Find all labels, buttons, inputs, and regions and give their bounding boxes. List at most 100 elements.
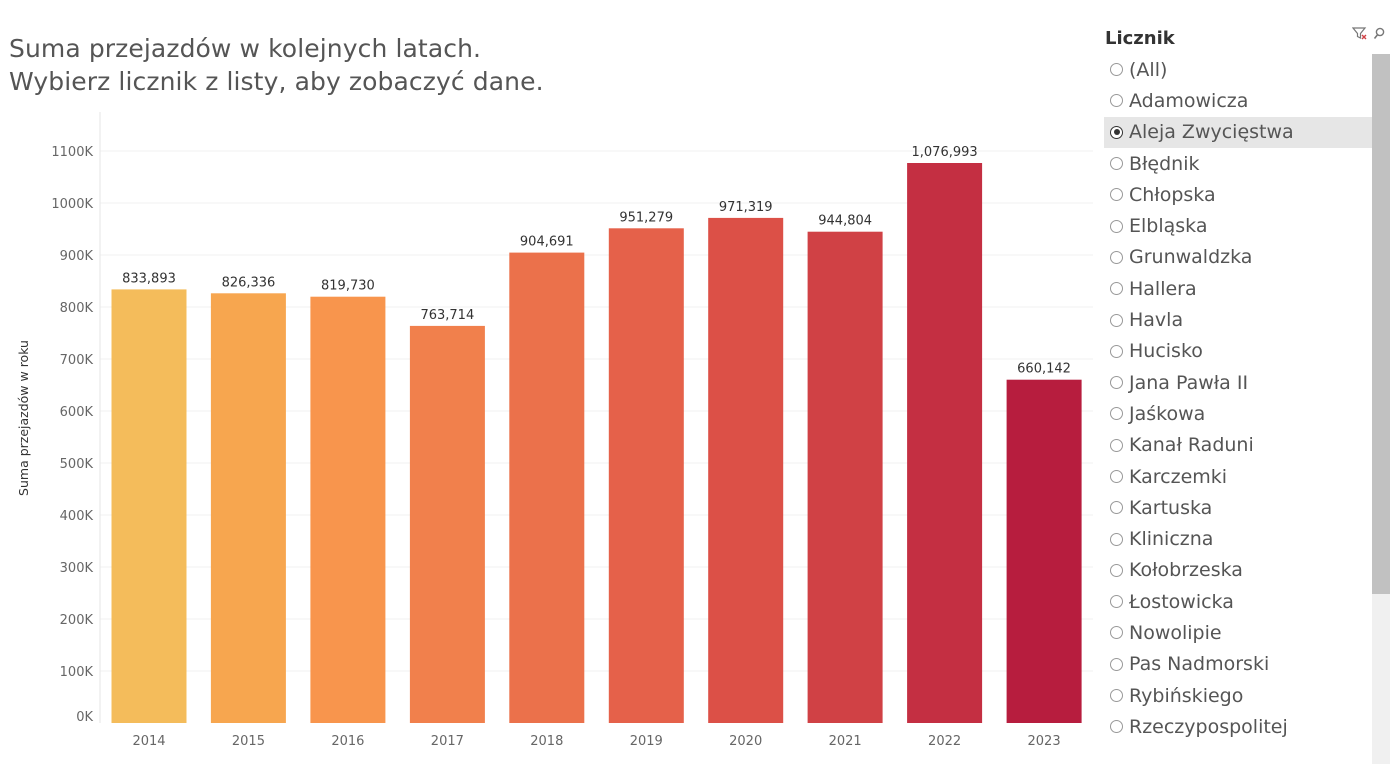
filter-item-label: Hucisko [1129,340,1203,363]
filter-scrollbar[interactable] [1372,54,1390,764]
scrollbar-thumb[interactable] [1372,54,1390,594]
filter-item[interactable]: Jaśkowa [1104,398,1372,429]
radio-icon[interactable] [1110,157,1123,171]
filter-item[interactable]: Kanał Raduni [1104,430,1372,461]
filter-item[interactable]: Kliniczna [1104,523,1372,554]
radio-icon[interactable] [1110,188,1123,202]
radio-icon[interactable] [1110,470,1123,483]
filter-item-label: Rybińskiego [1129,684,1244,707]
radio-icon[interactable] [1110,689,1123,703]
y-tick-label: 100K [60,665,94,680]
radio-icon[interactable] [1110,532,1123,546]
y-tick-label: 0K [76,710,93,725]
clear-filter-icon[interactable] [1351,27,1367,40]
radio-icon[interactable] [1110,219,1123,233]
filter-item[interactable]: Kartuska [1104,492,1372,523]
x-tick-label-2014: 2014 [132,734,165,749]
filter-item[interactable]: Chłopska [1104,179,1372,210]
radio-icon[interactable] [1110,595,1123,609]
filter-item[interactable]: Błędnik [1104,148,1372,179]
filter-item[interactable]: Łostowicka [1104,586,1372,617]
filter-item[interactable]: Aleja Zwycięstwa [1104,116,1372,148]
filter-item-label: (All) [1129,58,1168,81]
bar-2014[interactable] [111,289,187,723]
title-line-1: Suma przejazdów w kolejnych latach. [9,34,482,63]
y-tick-label: 400K [60,509,94,524]
x-tick-label-2021: 2021 [829,734,862,749]
radio-icon[interactable] [1110,376,1123,390]
y-tick-label: 500K [60,457,94,472]
radio-icon[interactable] [1110,282,1123,296]
x-tick-label-2015: 2015 [232,734,265,749]
filter-item-label: Aleja Zwycięstwa [1129,121,1294,144]
bars [111,163,1082,724]
bar-2019[interactable] [608,228,684,724]
data-label-2021: 944,804 [818,214,872,229]
radio-selected-icon[interactable] [1110,125,1123,139]
y-tick-label: 600K [60,405,94,420]
filter-item-label: Kliniczna [1129,528,1214,551]
filter-item[interactable]: (All) [1104,54,1372,85]
filter-item[interactable]: Havla [1104,304,1372,335]
filter-tools [1351,26,1388,42]
chart-title: Suma przejazdów w kolejnych latach. Wybi… [9,32,544,98]
x-axis: 2014 2015 2016 2017 2018 2019 2020 2021 2022 2023 [132,734,1060,749]
filter-item-label: Pas Nadmorski [1129,653,1270,676]
filter-item[interactable]: Adamowicza [1104,85,1372,116]
data-label-2014: 833,893 [122,271,176,286]
radio-icon[interactable] [1110,250,1123,264]
filter-item-label: Jana Pawła II [1129,371,1249,394]
y-tick-label: 300K [60,561,94,576]
filter-item[interactable]: Elbląska [1104,210,1372,241]
filter-item[interactable]: Pas Nadmorski [1104,649,1372,680]
filter-item[interactable]: Nowolipie [1104,617,1372,648]
bar-2023[interactable] [1006,379,1082,723]
radio-icon[interactable] [1110,501,1123,515]
bar-2020[interactable] [708,217,784,723]
data-label-2023: 660,142 [1017,362,1071,377]
radio-icon[interactable] [1110,344,1123,358]
radio-icon[interactable] [1110,63,1123,77]
data-label-2016: 819,730 [321,279,375,294]
radio-icon[interactable] [1110,438,1123,452]
x-tick-label-2022: 2022 [928,734,961,749]
y-tick-label: 700K [60,353,94,368]
bar-chart: 0K 100K 200K 300K 400K 500K 600K 700K 800K 900K 10… [16,112,1093,749]
filter-list: (All) Adamowicza Aleja Zwycięstwa Błędnik Ch… [1104,54,1372,743]
filter-item-label: Błędnik [1129,152,1200,175]
x-tick-label-2023: 2023 [1028,734,1061,749]
search-icon[interactable] [1373,27,1385,40]
filter-item-label: Jaśkowa [1129,402,1206,425]
radio-icon[interactable] [1110,657,1123,671]
radio-icon[interactable] [1110,626,1123,640]
y-tick-label: 1000K [51,197,93,212]
bar-2018[interactable] [509,252,585,723]
data-label-2019: 951,279 [619,210,673,225]
radio-icon[interactable] [1110,313,1123,327]
radio-icon[interactable] [1110,720,1123,734]
title-line-2: Wybierz licznik z listy, aby zobaczyć da… [9,67,544,96]
filter-item[interactable]: Hucisko [1104,336,1372,367]
x-tick-label-2016: 2016 [331,734,364,749]
bar-2022[interactable] [907,163,983,723]
filter-item[interactable]: Grunwaldzka [1104,242,1372,273]
data-label-2022: 1,076,993 [912,145,978,160]
filter-item[interactable]: Jana Pawła II [1104,367,1372,398]
bar-2016[interactable] [310,296,386,723]
filter-item[interactable]: Kołobrzeska [1104,555,1372,586]
filter-item[interactable]: Rzeczypospolitej [1104,711,1372,742]
radio-icon[interactable] [1110,563,1123,577]
bar-2017[interactable] [409,325,485,723]
filter-item-label: Grunwaldzka [1129,246,1253,269]
bar-2021[interactable] [807,231,883,723]
bar-2015[interactable] [210,293,286,723]
filter-item[interactable]: Rybińskiego [1104,680,1372,711]
x-tick-label-2019: 2019 [630,734,663,749]
filter-item[interactable]: Karczemki [1104,461,1372,492]
radio-icon[interactable] [1110,407,1123,421]
data-label-2015: 826,336 [222,275,276,290]
filter-title: Licznik [1105,28,1175,49]
filter-panel: Licznik (All) Adamowicza Aleja Zwycięstwa B… [1104,24,1394,764]
filter-item[interactable]: Hallera [1104,273,1372,304]
radio-icon[interactable] [1110,94,1123,108]
